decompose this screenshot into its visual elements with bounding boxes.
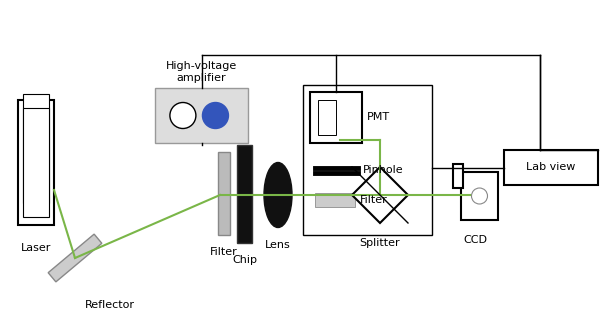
Polygon shape — [352, 167, 408, 223]
Text: Chip: Chip — [233, 255, 257, 265]
Text: Laser: Laser — [21, 243, 51, 253]
Bar — [237, 145, 252, 243]
Circle shape — [170, 103, 196, 128]
Text: Lens: Lens — [265, 240, 291, 250]
Text: Filter: Filter — [360, 195, 388, 205]
Text: PMT: PMT — [367, 113, 390, 123]
Text: Filter: Filter — [210, 247, 238, 257]
Text: Pinhole: Pinhole — [363, 165, 403, 175]
Circle shape — [472, 188, 488, 204]
Polygon shape — [48, 234, 102, 282]
Bar — [504, 150, 598, 185]
Text: Lab view: Lab view — [526, 163, 576, 173]
Text: Reflector: Reflector — [85, 300, 135, 310]
Text: High-voltage
amplifier: High-voltage amplifier — [166, 61, 237, 83]
Text: CCD: CCD — [464, 235, 488, 245]
Bar — [453, 164, 463, 188]
Ellipse shape — [264, 163, 292, 228]
Text: Splitter: Splitter — [360, 238, 400, 248]
Bar — [218, 152, 230, 235]
Bar — [310, 92, 362, 143]
Bar — [303, 85, 432, 235]
Circle shape — [203, 103, 228, 128]
Bar — [155, 88, 248, 143]
Bar — [18, 100, 54, 225]
Bar — [461, 172, 498, 220]
Bar — [23, 108, 49, 217]
Bar — [315, 193, 355, 207]
Bar — [23, 94, 49, 203]
Bar — [318, 100, 336, 135]
